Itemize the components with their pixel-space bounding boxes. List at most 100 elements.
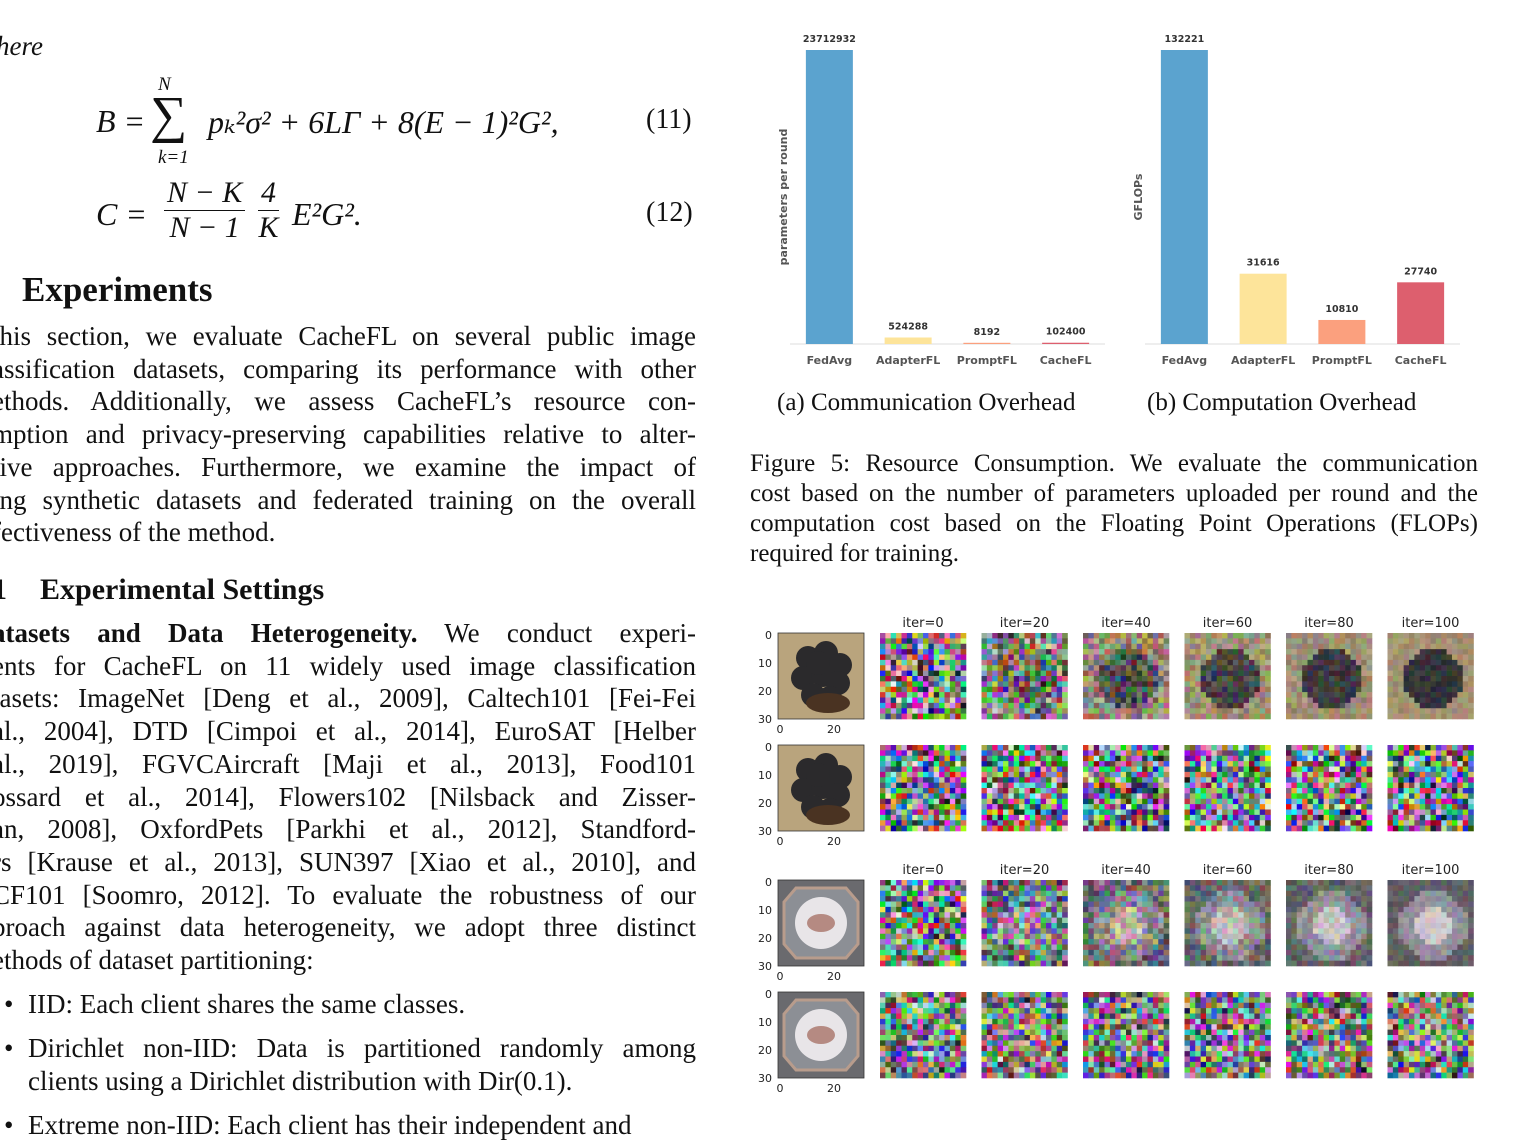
eq12-frac2-den: K [258, 211, 279, 245]
bar-promptfl [1318, 320, 1365, 344]
bullet-item: • IID: Each client shares the same class… [0, 988, 700, 1032]
y-tick-label: 0 [765, 629, 772, 642]
reconstruction-tile [1286, 745, 1372, 831]
caption-line: cost based on the number of parameters u… [750, 479, 1478, 509]
section-title: Experiments [22, 270, 213, 310]
bar-value-label: 23712932 [803, 34, 856, 45]
reconstruction-tile [982, 992, 1068, 1078]
bullet-continuation: clients using a Dirichlet distribution w… [0, 1065, 700, 1109]
reconstruction-tile [880, 992, 966, 1078]
bar-value-label: 132221 [1165, 34, 1205, 45]
category-label: AdapterFL [1231, 354, 1295, 367]
x-tick-label: 20 [827, 1082, 841, 1095]
eq11-rhs: pₖ²σ² + 6LΓ + 8(E − 1)²G², [208, 103, 559, 141]
eq12-frac1: N − K N − 1 [164, 176, 245, 245]
section-paragraph: this section, we evaluate CacheFL on sev… [0, 320, 696, 549]
bar-fedavg [1161, 50, 1208, 344]
reconstruction-tile [1286, 880, 1372, 966]
reconstruction-tile [1388, 880, 1474, 966]
iter-label: iter=100 [1402, 863, 1460, 878]
reconstruction-tile [982, 633, 1068, 719]
x-tick-label: 20 [827, 970, 841, 983]
bullet-text: clients using a Dirichlet distribution w… [28, 1065, 572, 1098]
y-tick-label: 10 [758, 904, 772, 917]
sum-symbol: ∑ [150, 90, 187, 142]
original-image-grapes [778, 745, 864, 831]
caption-b: (b) Computation Overhead [1147, 388, 1416, 418]
eq12-frac2-num: 4 [258, 176, 279, 211]
eq11-lhs: B = [96, 103, 145, 140]
y-tick-label: 20 [758, 685, 772, 698]
bullet-dot: • [4, 988, 13, 1021]
para-line: ethods of dataset partitioning: [0, 944, 696, 977]
y-tick-label: 20 [758, 797, 772, 810]
eq11-number: (11) [646, 104, 692, 136]
y-tick-label: 30 [758, 1072, 772, 1085]
para-line: ethods. Additionally, we assess CacheFL’… [0, 385, 696, 418]
x-tick-label: 0 [777, 723, 784, 736]
iter-label: iter=40 [1101, 616, 1151, 631]
iter-label: iter=60 [1203, 863, 1253, 878]
reconstruction-tile [982, 880, 1068, 966]
caption-a: (a) Communication Overhead [777, 388, 1076, 418]
reconstruction-tile [1083, 992, 1169, 1078]
iter-label: iter=80 [1304, 616, 1354, 631]
category-label: CacheFL [1040, 354, 1092, 367]
bar-value-label: 102400 [1046, 327, 1086, 338]
bar-fedavg [806, 50, 853, 344]
iter-label: iter=80 [1304, 863, 1354, 878]
original-image-plate [778, 992, 864, 1078]
y-tick-label: 0 [765, 741, 772, 754]
iter-label: iter=20 [1000, 863, 1050, 878]
bullet-list: • IID: Each client shares the same class… [0, 988, 700, 1141]
bar-promptfl [963, 343, 1010, 344]
eq12-number: (12) [646, 197, 693, 229]
subsection-number: 1 [0, 573, 7, 607]
x-tick-label: 20 [827, 723, 841, 736]
eq11-sum-bot: k=1 [158, 147, 189, 169]
para-line: this section, we evaluate CacheFL on sev… [0, 320, 696, 353]
eq12-frac2: 4 K [258, 176, 279, 245]
para-line: ents for CacheFL on 11 widely used image… [0, 650, 696, 683]
iter-label: iter=100 [1402, 616, 1460, 631]
original-image-grapes [778, 633, 864, 719]
y-axis-label: parameters per round [777, 129, 790, 266]
reconstruction-tile [1083, 880, 1169, 966]
reconstruction-tile [880, 880, 966, 966]
bar-value-label: 27740 [1404, 266, 1437, 277]
reconstruction-tile [1083, 633, 1169, 719]
reconstruction-tile [1185, 880, 1271, 966]
y-tick-label: 20 [758, 1044, 772, 1057]
y-tick-label: 20 [758, 932, 772, 945]
y-tick-label: 30 [758, 713, 772, 726]
bullet-text: Dirichlet non-IID: Data is partitioned r… [28, 1032, 696, 1065]
category-label: PromptFL [957, 354, 1017, 367]
y-tick-label: 10 [758, 657, 772, 670]
eq12-frac1-num: N − K [164, 176, 245, 211]
reconstruction-tile [1185, 992, 1271, 1078]
subsection-title: Experimental Settings [40, 573, 324, 607]
iter-label: iter=60 [1203, 616, 1253, 631]
bar-adapterfl [1240, 274, 1287, 344]
y-axis-label: GFLOPs [1132, 173, 1145, 220]
category-label: FedAvg [807, 354, 853, 367]
bullet-text: Extreme non-IID: Each client has their i… [28, 1109, 632, 1141]
bullet-text: IID: Each client shares the same classes… [28, 988, 465, 1021]
category-label: CacheFL [1395, 354, 1447, 367]
reconstruction-tile [1286, 633, 1372, 719]
para-line: ossard et al., 2014], Flowers102 [Nilsba… [0, 781, 696, 814]
category-label: FedAvg [1162, 354, 1208, 367]
eq12-frac1-den: N − 1 [164, 211, 245, 245]
para-line: CF101 [Soomro, 2012]. To evaluate the ro… [0, 879, 696, 912]
reconstruction-tile [1083, 745, 1169, 831]
bar-cachefl [1397, 282, 1444, 344]
x-tick-label: 20 [827, 835, 841, 848]
bullet-item: • Dirichlet non-IID: Data is partitioned… [0, 1032, 700, 1065]
iter-label: iter=0 [902, 863, 943, 878]
para-line: fectiveness of the method. [0, 516, 696, 549]
bar-value-label: 524288 [888, 321, 928, 332]
chart-communication: parameters per round 23712932 FedAvg 524288… [770, 28, 1110, 378]
reconstruction-tile [982, 745, 1068, 831]
para-line: proach against data heterogeneity, we ad… [0, 911, 696, 944]
category-label: AdapterFL [876, 354, 940, 367]
